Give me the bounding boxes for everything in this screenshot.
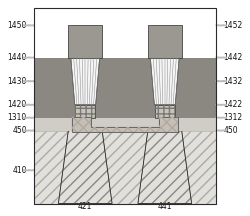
Bar	[75, 105, 95, 118]
Bar	[155, 105, 175, 118]
Text: 1432: 1432	[223, 77, 242, 86]
Text: 1420: 1420	[8, 100, 27, 109]
Text: 1450: 1450	[8, 21, 27, 30]
Polygon shape	[58, 130, 112, 203]
Bar	[34, 130, 216, 203]
Bar	[34, 118, 216, 130]
Bar	[148, 25, 182, 58]
Text: 1430: 1430	[8, 77, 27, 86]
Bar	[34, 130, 216, 203]
Text: 441: 441	[158, 202, 172, 211]
Text: 450: 450	[12, 126, 27, 135]
Text: 450: 450	[223, 126, 238, 135]
Bar	[81, 118, 90, 130]
Bar	[34, 58, 216, 118]
Text: 421: 421	[78, 202, 92, 211]
Text: 1310: 1310	[8, 113, 27, 122]
Text: 1312: 1312	[223, 113, 242, 122]
Bar	[34, 8, 216, 203]
Bar	[155, 105, 175, 118]
Polygon shape	[72, 117, 178, 132]
Text: 410: 410	[12, 166, 27, 175]
Text: 1442: 1442	[223, 53, 242, 62]
Text: 1440: 1440	[8, 53, 27, 62]
Bar	[160, 118, 169, 130]
Text: 1422: 1422	[223, 100, 242, 109]
Bar	[68, 25, 102, 58]
Polygon shape	[71, 58, 100, 105]
Text: 1452: 1452	[223, 21, 242, 30]
Polygon shape	[150, 58, 179, 105]
Polygon shape	[138, 130, 192, 203]
Bar	[75, 105, 95, 118]
